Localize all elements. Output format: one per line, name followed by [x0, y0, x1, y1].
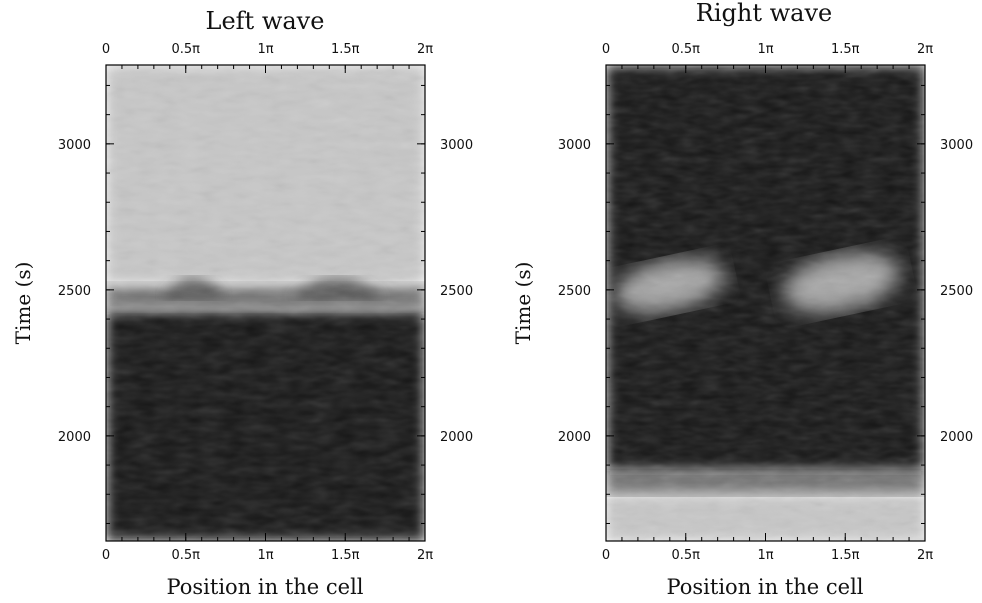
- y-tick-label-right: 2000: [440, 430, 473, 445]
- y-tick-label: 2500: [558, 284, 591, 299]
- x-tick-label-top: 0: [602, 42, 610, 57]
- x-tick-label: 1.5π: [331, 548, 360, 563]
- x-tick-label: 0: [102, 548, 110, 563]
- noise-texture: [106, 65, 425, 541]
- panel-title: Left wave: [206, 7, 325, 35]
- right-wave-panel: Right wave 0 0 0.5π 0.5π 1π 1π 1.5π 1.5π 2π 2π 200…: [511, 0, 973, 599]
- x-tick-label-top: 1π: [757, 42, 773, 57]
- y-axis-label: Time (s): [11, 262, 35, 345]
- y-tick-label: 2000: [558, 430, 591, 445]
- noise-texture: [606, 65, 925, 541]
- x-tick-label: 2π: [917, 548, 933, 563]
- panel-title: Right wave: [696, 0, 832, 27]
- x-tick-label-top: 0: [102, 42, 110, 57]
- y-tick-label: 2500: [58, 284, 91, 299]
- heatmap-image: [106, 65, 425, 541]
- x-tick-label: 2π: [417, 548, 433, 563]
- axis-ticks: 0 0 0.5π 0.5π 1π 1π 1.5π 1.5π 2π 2π 2000 2000 2500 25…: [58, 42, 473, 563]
- y-tick-label-right: 3000: [440, 138, 473, 153]
- y-axis-label: Time (s): [511, 262, 535, 345]
- x-tick-label-top: 0.5π: [671, 42, 700, 57]
- x-tick-label: 0: [602, 548, 610, 563]
- x-tick-label-top: 1.5π: [331, 42, 360, 57]
- left-wave-panel: Left wave 0 0 0.5π 0.5π 1π 1π 1.5π 1.5π 2π 2π 2000…: [11, 7, 473, 599]
- x-tick-label: 1π: [257, 548, 273, 563]
- x-tick-label: 1.5π: [831, 548, 860, 563]
- axis-ticks: 0 0 0.5π 0.5π 1π 1π 1.5π 1.5π 2π 2π 2000 2000 2500 25…: [558, 42, 973, 563]
- x-tick-label-top: 2π: [417, 42, 433, 57]
- x-tick-label-top: 2π: [917, 42, 933, 57]
- y-tick-label: 3000: [58, 138, 91, 153]
- x-tick-label-top: 1π: [257, 42, 273, 57]
- x-axis-label: Position in the cell: [666, 575, 863, 599]
- x-tick-label: 0.5π: [671, 548, 700, 563]
- x-axis-label: Position in the cell: [166, 575, 363, 599]
- y-tick-label-right: 2000: [940, 430, 973, 445]
- x-tick-label: 1π: [757, 548, 773, 563]
- y-tick-label-right: 2500: [940, 284, 973, 299]
- x-tick-label-top: 0.5π: [171, 42, 200, 57]
- y-tick-label: 2000: [58, 430, 91, 445]
- x-tick-label-top: 1.5π: [831, 42, 860, 57]
- heatmap-image: [606, 65, 925, 541]
- y-tick-label-right: 2500: [440, 284, 473, 299]
- y-tick-label: 3000: [558, 138, 591, 153]
- x-tick-label: 0.5π: [171, 548, 200, 563]
- y-tick-label-right: 3000: [940, 138, 973, 153]
